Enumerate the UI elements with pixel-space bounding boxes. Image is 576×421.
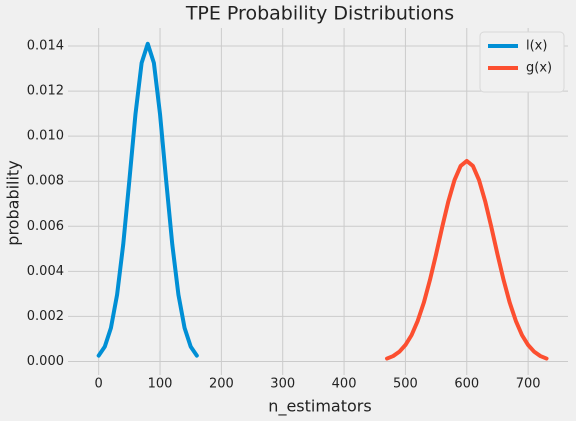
y-tick-label: 0.000 (27, 354, 64, 369)
y-axis-label: probability (4, 160, 23, 245)
x-tick-label: 400 (332, 377, 357, 392)
line-series (96, 41, 199, 358)
x-axis-label: n_estimators (268, 397, 371, 417)
y-tick-label: 0.014 (27, 39, 64, 54)
x-tick-label: 0 (95, 377, 103, 392)
y-tick-label: 0.004 (27, 264, 64, 279)
y-tick-label: 0.002 (27, 309, 64, 324)
y-tick-label: 0.006 (27, 219, 64, 234)
legend-label: g(x) (526, 61, 552, 76)
x-tick-label: 700 (516, 377, 541, 392)
line-series (385, 158, 549, 361)
x-tick-label: 100 (148, 377, 173, 392)
chart-title: TPE Probability Distributions (185, 3, 454, 25)
y-tick-label: 0.010 (27, 129, 64, 144)
x-tick-label: 200 (209, 377, 234, 392)
legend-label: l(x) (526, 39, 547, 54)
y-tick-label: 0.012 (27, 84, 64, 99)
x-tick-label: 300 (270, 377, 295, 392)
x-tick-label: 600 (454, 377, 479, 392)
y-tick-label: 0.008 (27, 174, 64, 189)
x-tick-label: 500 (393, 377, 418, 392)
